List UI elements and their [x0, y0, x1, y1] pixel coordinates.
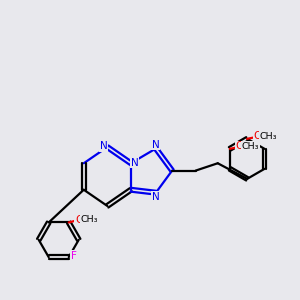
Text: O: O [253, 131, 261, 142]
Text: N: N [152, 191, 160, 202]
Text: N: N [152, 140, 160, 150]
Text: CH₃: CH₃ [242, 142, 259, 151]
Text: N: N [100, 142, 107, 152]
Text: CH₃: CH₃ [81, 215, 98, 224]
Text: O: O [236, 142, 244, 152]
Text: F: F [71, 251, 77, 261]
Text: O: O [75, 214, 83, 224]
Text: CH₃: CH₃ [259, 132, 277, 141]
Text: N: N [131, 158, 139, 168]
